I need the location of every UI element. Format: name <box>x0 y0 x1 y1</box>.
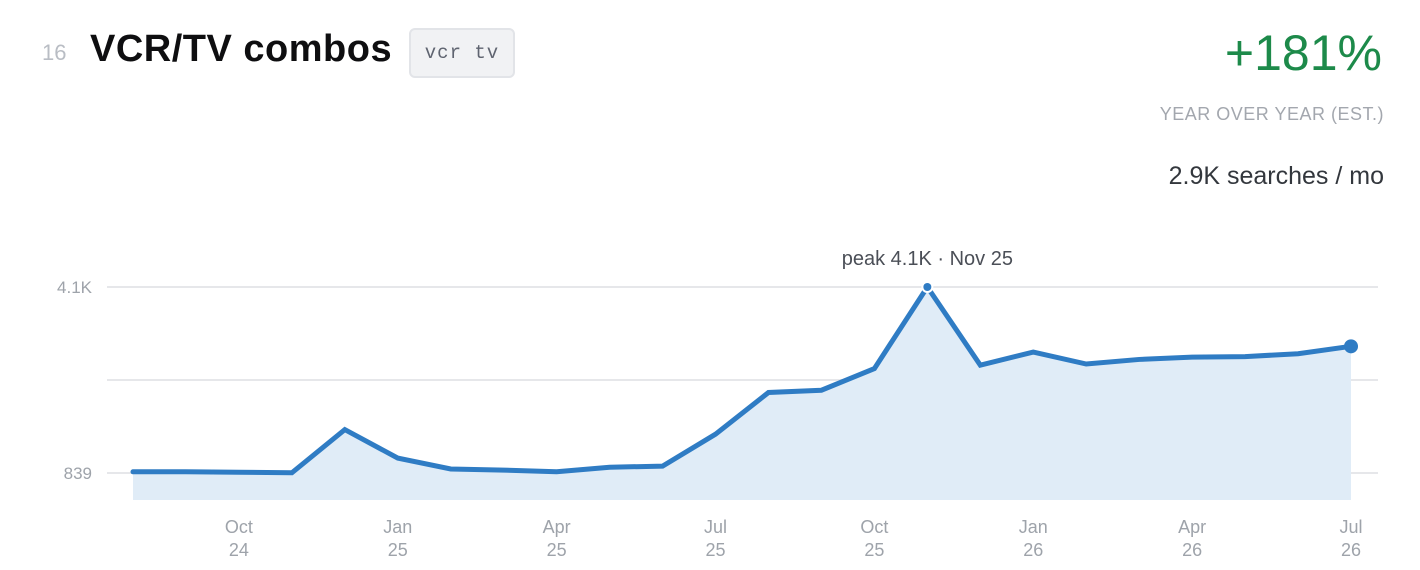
x-tick-year: 25 <box>706 540 726 560</box>
x-tick: Jul 25 <box>704 517 727 560</box>
x-tick-month: Oct <box>225 517 253 537</box>
x-tick-year: 24 <box>229 540 249 560</box>
x-tick: Apr 25 <box>543 517 571 560</box>
x-tick-year: 25 <box>547 540 567 560</box>
rank-number: 16 <box>42 40 67 65</box>
area-path <box>133 287 1351 500</box>
x-tick-year: 26 <box>1023 540 1043 560</box>
x-tick: Apr 26 <box>1178 517 1206 560</box>
x-tick-month: Jul <box>1339 517 1362 537</box>
x-tick-month: Jul <box>704 517 727 537</box>
x-tick-month: Jan <box>1019 517 1048 537</box>
x-tick: Jul 26 <box>1339 517 1362 560</box>
x-tick: Jan 26 <box>1019 517 1048 560</box>
x-tick-month: Apr <box>543 517 571 537</box>
x-tick-year: 25 <box>388 540 408 560</box>
page-title: VCR/TV combos <box>90 28 393 70</box>
series-line <box>130 282 1354 476</box>
last-point <box>1344 339 1358 354</box>
peak-point <box>923 283 932 291</box>
x-tick-month: Apr <box>1178 517 1206 537</box>
x-tick-year: 25 <box>864 540 884 560</box>
searches-per-month: 2.9K searches / mo <box>1168 162 1384 190</box>
markers: peak 4.1K · Nov 25 <box>842 248 1358 354</box>
x-tick-year: 26 <box>1341 540 1361 560</box>
x-tick-month: Oct <box>860 517 888 537</box>
y-axis: 4.1K 839 <box>57 278 93 483</box>
y-tick-label: 4.1K <box>57 278 93 297</box>
x-tick: Oct 24 <box>225 517 253 560</box>
x-tick: Oct 25 <box>860 517 888 560</box>
growth-value: +181% <box>1224 25 1382 81</box>
y-tick-label: 839 <box>64 464 92 483</box>
x-tick-month: Jan <box>383 517 412 537</box>
x-tick: Jan 25 <box>383 517 412 560</box>
x-tick-year: 26 <box>1182 540 1202 560</box>
x-axis: Oct 24 Jan 25 Apr 25 Jul 25 Oct 25 Jan 26 Apr 26 Jul 26 <box>225 517 1363 560</box>
area-fill <box>133 287 1351 500</box>
keyword-tag[interactable]: vcr tv <box>409 28 515 78</box>
line-path <box>130 282 1354 476</box>
peak-label: peak 4.1K · Nov 25 <box>842 248 1013 270</box>
growth-label: YEAR OVER YEAR (EST.) <box>1159 104 1384 124</box>
